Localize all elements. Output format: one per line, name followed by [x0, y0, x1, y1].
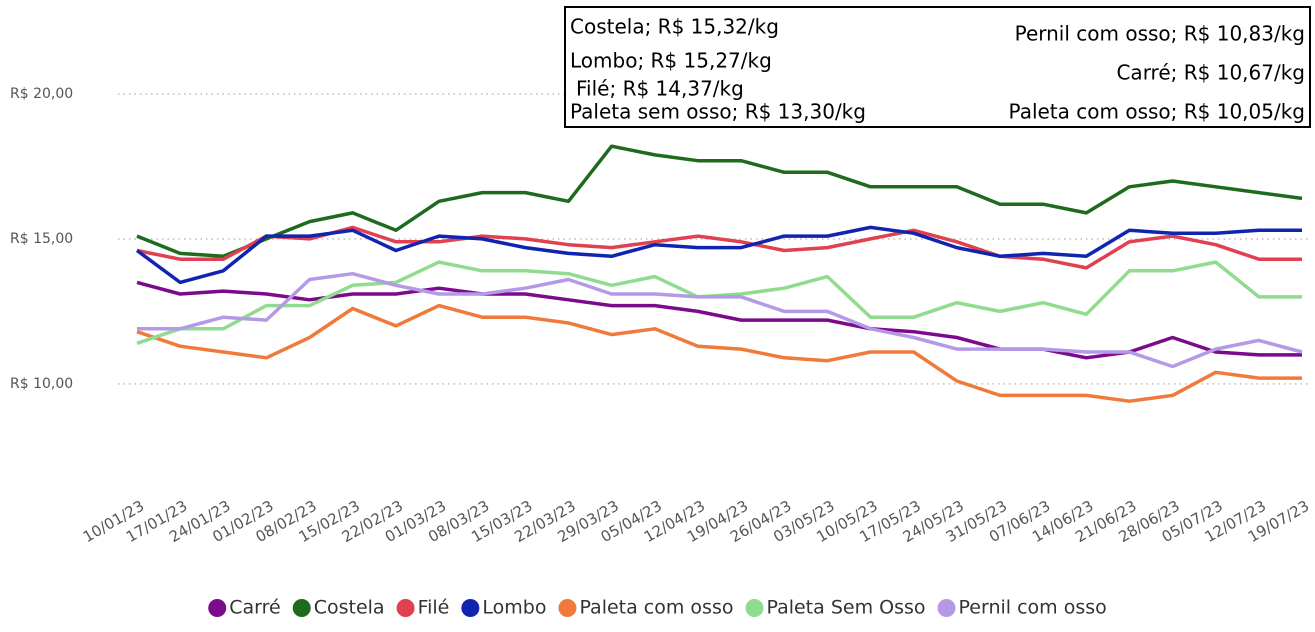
legend-marker	[208, 599, 227, 617]
legend-marker	[461, 599, 480, 617]
legend-marker	[937, 599, 956, 617]
legend-label: Pernil com osso	[959, 597, 1107, 619]
annotation: Filé; R$ 14,37/kg	[576, 77, 744, 101]
legend-marker	[558, 599, 577, 617]
y-tick-label: R$ 15,00	[10, 231, 73, 247]
series-line	[137, 271, 1303, 369]
annotation: Pernil com osso; R$ 10,83/kg	[1015, 22, 1305, 46]
legend: Carré Costela Filé Lombo Paleta com osso Pale…	[208, 597, 1107, 619]
legend-marker	[745, 599, 764, 617]
annotation: Carré; R$ 10,67/kg	[1116, 61, 1305, 85]
annotation: Costela; R$ 15,32/kg	[570, 15, 779, 39]
legend-label: Paleta com osso	[579, 597, 733, 619]
annotation: Paleta com osso; R$ 10,05/kg	[1009, 100, 1305, 124]
legend-marker	[396, 599, 415, 617]
legend-label: Lombo	[482, 597, 546, 619]
annotation: Paleta sem osso; R$ 13,30/kg	[570, 100, 866, 124]
y-tick-label: R$ 10,00	[10, 376, 73, 392]
annotation-box	[564, 6, 1311, 128]
legend-label: Carré	[229, 597, 280, 619]
y-tick-label: R$ 20,00	[10, 86, 73, 102]
legend-label: Paleta Sem Osso	[766, 597, 925, 619]
series-line	[136, 144, 1303, 259]
legend-marker	[292, 599, 311, 617]
annotation: Lombo; R$ 15,27/kg	[570, 49, 772, 73]
series-line	[136, 303, 1302, 403]
legend-label: Filé	[418, 597, 450, 619]
series-line	[135, 225, 1302, 285]
legend-label: Costela	[314, 597, 385, 619]
